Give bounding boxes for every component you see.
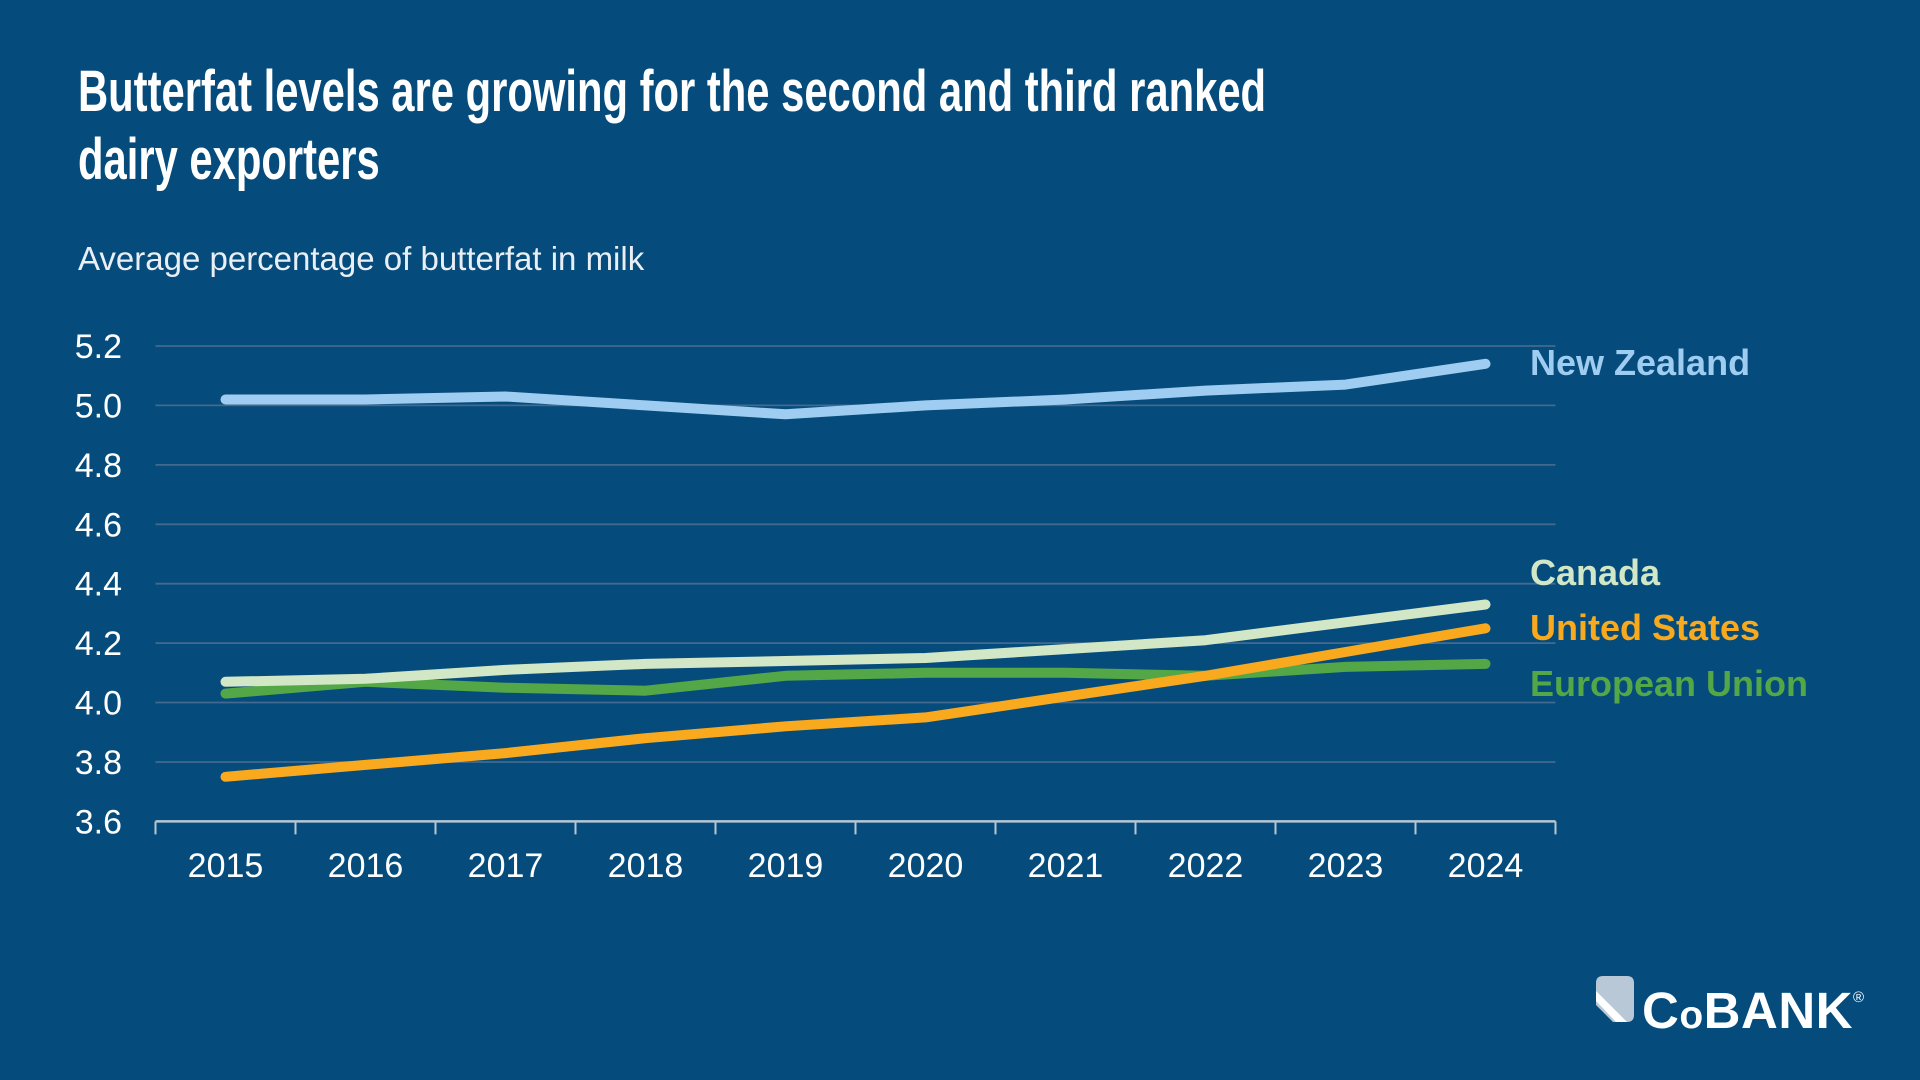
y-tick-label-3.8: 3.8 xyxy=(75,744,122,782)
x-tick-label-2023: 2023 xyxy=(1308,847,1384,885)
series-label-united-states: United States xyxy=(1530,607,1760,648)
x-tick-label-2022: 2022 xyxy=(1168,847,1244,885)
cobank-wordmark: CoBANK® xyxy=(1642,974,1865,1040)
y-tick-label-5.2: 5.2 xyxy=(75,328,122,366)
series-line-new-zealand xyxy=(220,358,1491,420)
x-tick-label-2017: 2017 xyxy=(468,847,544,885)
y-tick-label-3.6: 3.6 xyxy=(75,803,122,841)
cobank-logo: CoBANK® xyxy=(1596,974,1865,1040)
series-label-new-zealand: New Zealand xyxy=(1530,342,1750,383)
series-label-canada: Canada xyxy=(1530,552,1661,593)
x-tick-label-2019: 2019 xyxy=(748,847,824,885)
wordmark-bank: BANK xyxy=(1703,982,1853,1039)
page-title-line2: dairy exporters xyxy=(78,127,380,192)
x-tick-label-2016: 2016 xyxy=(328,847,404,885)
registered-mark: ® xyxy=(1853,989,1865,1006)
y-tick-label-4.4: 4.4 xyxy=(75,566,122,604)
series-line-european-union xyxy=(220,658,1491,699)
wordmark-o: o xyxy=(1679,994,1704,1037)
x-tick-label-2020: 2020 xyxy=(888,847,964,885)
y-tick-label-4.8: 4.8 xyxy=(75,447,122,485)
page-title-line1: Butterfat levels are growing for the sec… xyxy=(78,59,1267,124)
y-tick-label-4.6: 4.6 xyxy=(75,506,122,544)
x-tick-label-2018: 2018 xyxy=(608,847,684,885)
x-tick-label-2021: 2021 xyxy=(1028,847,1104,885)
page-title: Butterfat levels are growing for the sec… xyxy=(78,58,1266,194)
series-line-canada xyxy=(220,599,1491,687)
series-label-european-union: European Union xyxy=(1530,663,1808,704)
page-subtitle: Average percentage of butterfat in milk xyxy=(78,240,645,277)
y-tick-label-5.0: 5.0 xyxy=(75,387,122,425)
series-line-united-states xyxy=(220,623,1491,782)
x-tick-label-2024: 2024 xyxy=(1448,847,1524,885)
y-tick-label-4.2: 4.2 xyxy=(75,625,122,663)
cobank-shield-icon xyxy=(1596,976,1634,1022)
y-tick-label-4.0: 4.0 xyxy=(75,685,122,723)
wordmark-c: C xyxy=(1642,982,1680,1039)
x-tick-label-2015: 2015 xyxy=(188,847,264,885)
